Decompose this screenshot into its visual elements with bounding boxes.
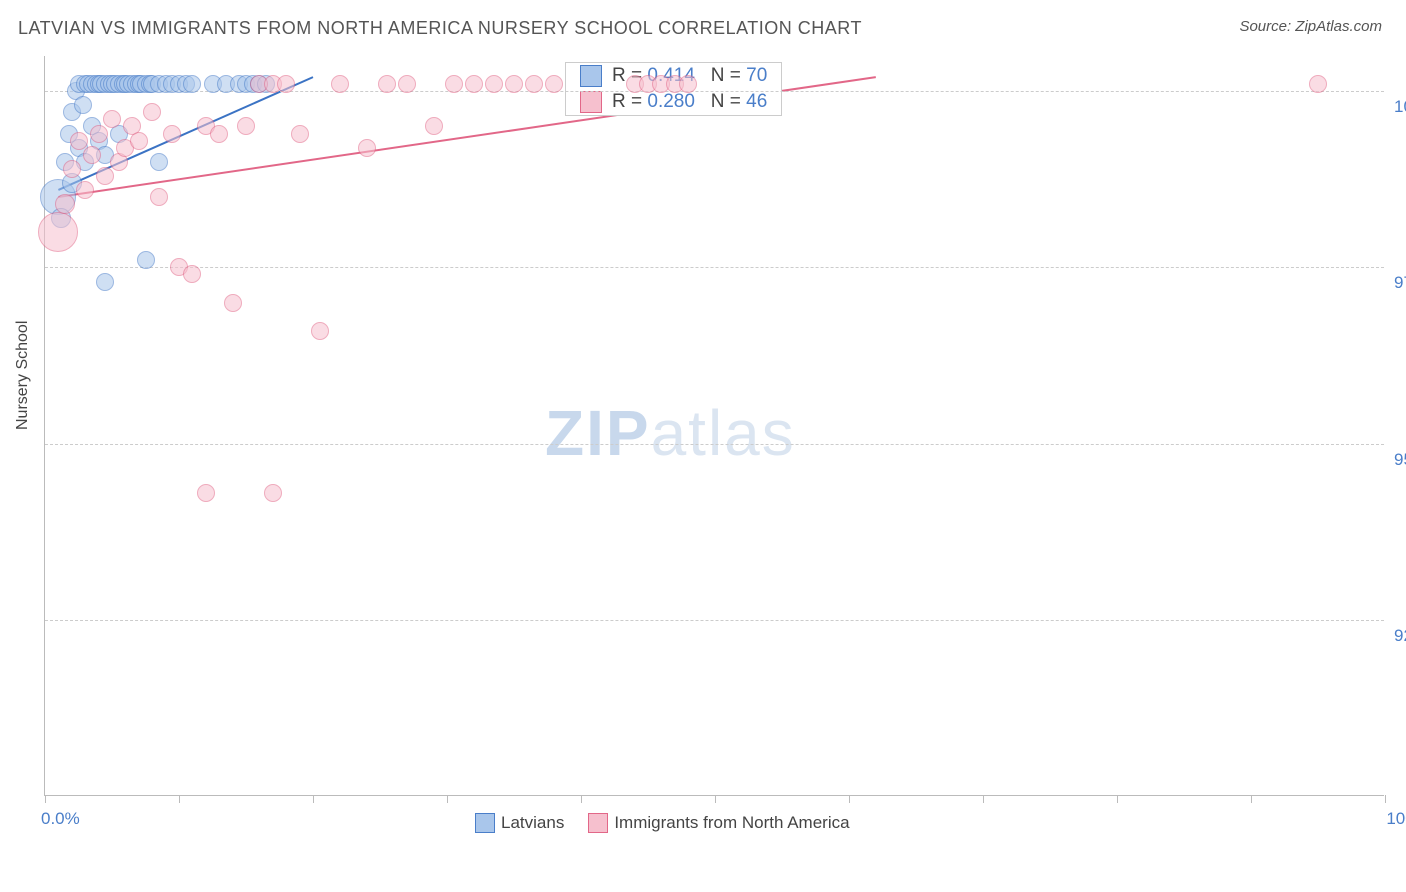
legend-swatch bbox=[475, 813, 495, 833]
data-point bbox=[38, 212, 78, 252]
data-point bbox=[445, 75, 463, 93]
data-point bbox=[545, 75, 563, 93]
data-point bbox=[465, 75, 483, 93]
data-point bbox=[83, 146, 101, 164]
x-tick bbox=[983, 795, 984, 803]
data-point bbox=[183, 75, 201, 93]
gridline bbox=[45, 267, 1384, 268]
legend: Latvians Immigrants from North America bbox=[475, 813, 850, 833]
data-point bbox=[76, 181, 94, 199]
stats-swatch bbox=[580, 91, 602, 113]
data-point bbox=[130, 132, 148, 150]
y-axis-label: Nursery School bbox=[14, 321, 32, 430]
data-point bbox=[90, 125, 108, 143]
data-point bbox=[70, 132, 88, 150]
x-tick bbox=[1117, 795, 1118, 803]
chart-plot-area: ZIPatlas R = 0.414 N = 70R = 0.280 N = 4… bbox=[44, 56, 1384, 796]
data-point bbox=[103, 110, 121, 128]
data-point bbox=[291, 125, 309, 143]
stats-text: R = 0.280 N = 46 bbox=[612, 91, 767, 113]
data-point bbox=[163, 125, 181, 143]
data-point bbox=[277, 75, 295, 93]
source-attribution: Source: ZipAtlas.com bbox=[1239, 18, 1382, 35]
y-tick-label: 92.5% bbox=[1394, 626, 1406, 646]
data-point bbox=[74, 96, 92, 114]
chart-title: LATVIAN VS IMMIGRANTS FROM NORTH AMERICA… bbox=[18, 18, 862, 39]
gridline bbox=[45, 444, 1384, 445]
x-tick bbox=[313, 795, 314, 803]
x-axis-max-label: 100.0% bbox=[1386, 809, 1406, 829]
data-point bbox=[425, 117, 443, 135]
data-point bbox=[224, 294, 242, 312]
data-point bbox=[398, 75, 416, 93]
data-point bbox=[143, 103, 161, 121]
data-point bbox=[150, 153, 168, 171]
data-point bbox=[264, 484, 282, 502]
data-point bbox=[210, 125, 228, 143]
data-point bbox=[679, 75, 697, 93]
data-point bbox=[197, 484, 215, 502]
data-point bbox=[378, 75, 396, 93]
data-point bbox=[55, 194, 75, 214]
x-tick bbox=[1251, 795, 1252, 803]
data-point bbox=[505, 75, 523, 93]
legend-label: Immigrants from North America bbox=[614, 813, 849, 833]
data-point bbox=[63, 160, 81, 178]
data-point bbox=[96, 167, 114, 185]
legend-item: Immigrants from North America bbox=[588, 813, 849, 833]
x-tick bbox=[581, 795, 582, 803]
data-point bbox=[237, 117, 255, 135]
data-point bbox=[358, 139, 376, 157]
stats-swatch bbox=[580, 65, 602, 87]
data-point bbox=[331, 75, 349, 93]
x-tick bbox=[447, 795, 448, 803]
data-point bbox=[137, 251, 155, 269]
data-point bbox=[525, 75, 543, 93]
data-point bbox=[183, 265, 201, 283]
trendlines-layer bbox=[45, 56, 1384, 795]
gridline bbox=[45, 620, 1384, 621]
x-tick bbox=[849, 795, 850, 803]
y-tick-label: 100.0% bbox=[1394, 97, 1406, 117]
y-tick-label: 95.0% bbox=[1394, 450, 1406, 470]
x-tick bbox=[45, 795, 46, 803]
data-point bbox=[311, 322, 329, 340]
data-point bbox=[1309, 75, 1327, 93]
data-point bbox=[96, 273, 114, 291]
y-tick-label: 97.5% bbox=[1394, 273, 1406, 293]
legend-label: Latvians bbox=[501, 813, 564, 833]
data-point bbox=[150, 188, 168, 206]
x-tick bbox=[1385, 795, 1386, 803]
x-tick bbox=[179, 795, 180, 803]
legend-item: Latvians bbox=[475, 813, 564, 833]
x-tick bbox=[715, 795, 716, 803]
x-axis-min-label: 0.0% bbox=[41, 809, 80, 829]
data-point bbox=[485, 75, 503, 93]
legend-swatch bbox=[588, 813, 608, 833]
